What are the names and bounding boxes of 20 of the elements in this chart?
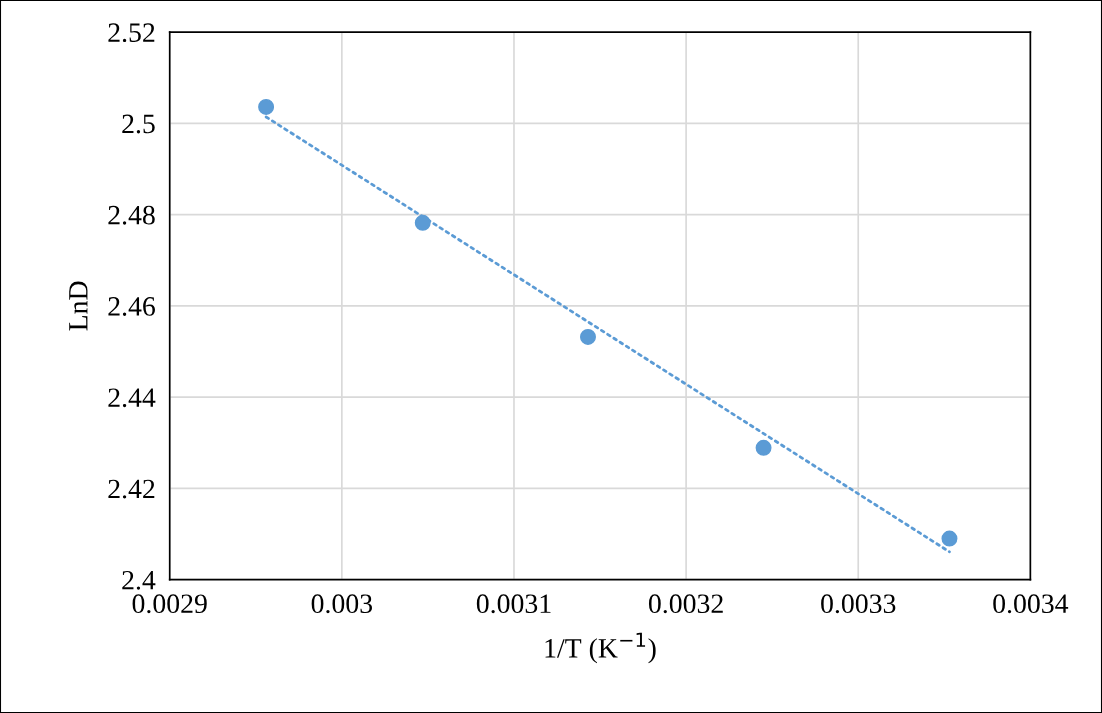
point <box>755 439 772 456</box>
x-tick-label: 0.0031 <box>476 594 551 614</box>
point <box>414 214 431 231</box>
y-tick-label: 2.42 <box>108 479 155 499</box>
x-axis-title: 1/T (K$^{−1}$) <box>545 632 656 664</box>
y-tick-label: 2.52 <box>108 23 155 43</box>
x-tick-label: 0.0033 <box>821 594 896 614</box>
point <box>941 530 958 547</box>
x-tick-label: 0.003 <box>311 594 373 614</box>
x-tick-label: 0.0029 <box>132 594 207 614</box>
point <box>258 98 275 115</box>
y-tick-label: 2.46 <box>108 297 155 316</box>
y-axis-title: LnD <box>69 281 88 331</box>
x-tick-label: 0.0032 <box>648 594 723 614</box>
y-tick-label: 2.48 <box>108 205 155 225</box>
y-tick-label: 2.44 <box>108 388 156 408</box>
point <box>580 328 596 345</box>
x-tick-label: 0.0034 <box>993 594 1069 614</box>
y-tick-label: 2.4 <box>122 570 156 590</box>
y-tick-label: 2.5 <box>122 114 155 134</box>
